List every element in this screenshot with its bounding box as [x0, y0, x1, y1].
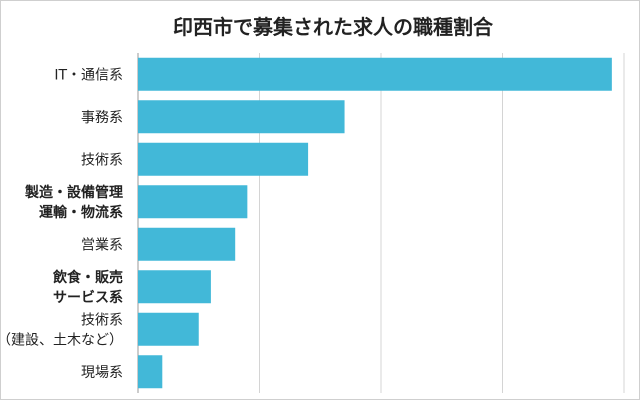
category-label-3-0: 製造・設備管理	[24, 184, 123, 201]
bar-2	[138, 142, 309, 176]
chart-title: 印西市で募集された求人の職種割合	[173, 15, 494, 39]
category-label-0-0: IT・通信系	[54, 67, 123, 83]
category-label-5-1: サービス系	[53, 289, 123, 306]
bar-4	[138, 227, 236, 261]
bar-0	[138, 57, 612, 91]
bar-1	[138, 100, 345, 134]
category-label-5-0: 飲食・販売	[52, 269, 123, 286]
category-label-2-0: 技術系	[81, 152, 123, 168]
bar-3	[138, 185, 248, 219]
category-labels: IT・通信系事務系技術系製造・設備管理運輸・物流系営業系飲食・販売サービス系技術…	[1, 67, 123, 381]
category-label-1-0: 事務系	[81, 110, 123, 126]
bar-6	[138, 312, 199, 346]
category-label-6-1: （建設、土木など）	[1, 332, 123, 348]
bar-5	[138, 270, 211, 304]
category-label-7-0: 現場系	[81, 365, 123, 381]
bar-7	[138, 355, 163, 389]
category-label-3-1: 運輸・物流系	[39, 204, 123, 221]
category-label-4-0: 営業系	[81, 237, 123, 253]
bars	[138, 57, 612, 389]
category-label-6-0: 技術系	[81, 312, 123, 328]
